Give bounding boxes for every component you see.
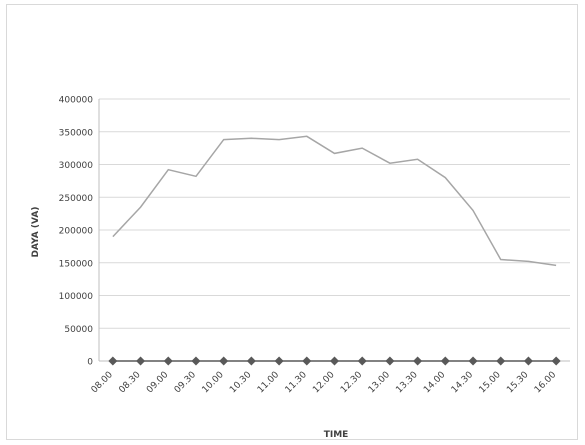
data-point-marker: [468, 356, 478, 366]
chart-frame: [6, 4, 578, 440]
data-point-marker: [330, 356, 339, 366]
x-axis-title: TIME: [324, 430, 349, 440]
x-tick-label: 14.30: [450, 370, 475, 395]
data-point-marker: [523, 356, 533, 366]
data-point-marker: [108, 356, 118, 366]
data-point-marker: [496, 356, 506, 366]
x-tick-label: 15.00: [478, 370, 503, 395]
y-axis-title: DAYA (VA): [31, 207, 41, 258]
data-point-marker: [551, 356, 561, 366]
x-tick-label: 08.30: [117, 370, 142, 395]
x-tick-labels: 08.00 08.30 09.00 09.30 10.00 10.30 11.00 11.30…: [90, 370, 559, 395]
x-tick-label: 15.30: [505, 370, 530, 395]
data-point-marker: [219, 356, 229, 366]
data-point-marker: [136, 356, 146, 366]
data-point-marker: [440, 356, 450, 366]
x-tick-label: 08.00: [90, 370, 115, 395]
x-tick-label: 14.00: [422, 370, 447, 395]
data-point-marker: [191, 356, 201, 366]
y-tick-label: 300000: [59, 161, 94, 171]
data-point-marker: [385, 356, 395, 366]
data-point-marker: [274, 356, 284, 366]
y-tick-label: 200000: [59, 227, 94, 237]
x-tick-label: 13.30: [394, 370, 419, 395]
x-tick-label: 12.00: [311, 370, 336, 395]
x-tick-label: 10.30: [228, 370, 253, 395]
data-point-marker: [413, 356, 423, 366]
data-point-marker: [246, 356, 256, 366]
data-point-marker: [163, 356, 173, 366]
y-tick-label: 350000: [59, 128, 94, 138]
x-tick-label: 12.30: [339, 370, 364, 395]
x-tick-label: 13.00: [367, 370, 392, 395]
y-tick-label: 400000: [59, 96, 94, 106]
y-tick-label: 150000: [59, 259, 94, 269]
x-tick-label: 11.00: [256, 370, 281, 395]
x-tick-label: 11.30: [284, 370, 309, 395]
y-tick-label: 50000: [64, 325, 93, 335]
x-tick-label: 09.00: [145, 370, 170, 395]
y-tick-label: 100000: [59, 292, 94, 302]
data-point-marker: [302, 356, 312, 366]
y-tick-label: 0: [87, 358, 93, 368]
series: [108, 135, 561, 366]
y-tick-label: 250000: [59, 194, 94, 204]
x-tick-label: 10.00: [201, 370, 226, 395]
series-line-1: [112, 135, 557, 267]
y-tick-labels: 0 50000 100000 150000 200000 250000 300000 3500…: [59, 96, 94, 368]
x-tick-label: 09.30: [173, 370, 198, 395]
grid-lines: [99, 98, 570, 329]
x-tick-label: 16.00: [533, 370, 558, 395]
data-point-marker: [357, 356, 367, 366]
